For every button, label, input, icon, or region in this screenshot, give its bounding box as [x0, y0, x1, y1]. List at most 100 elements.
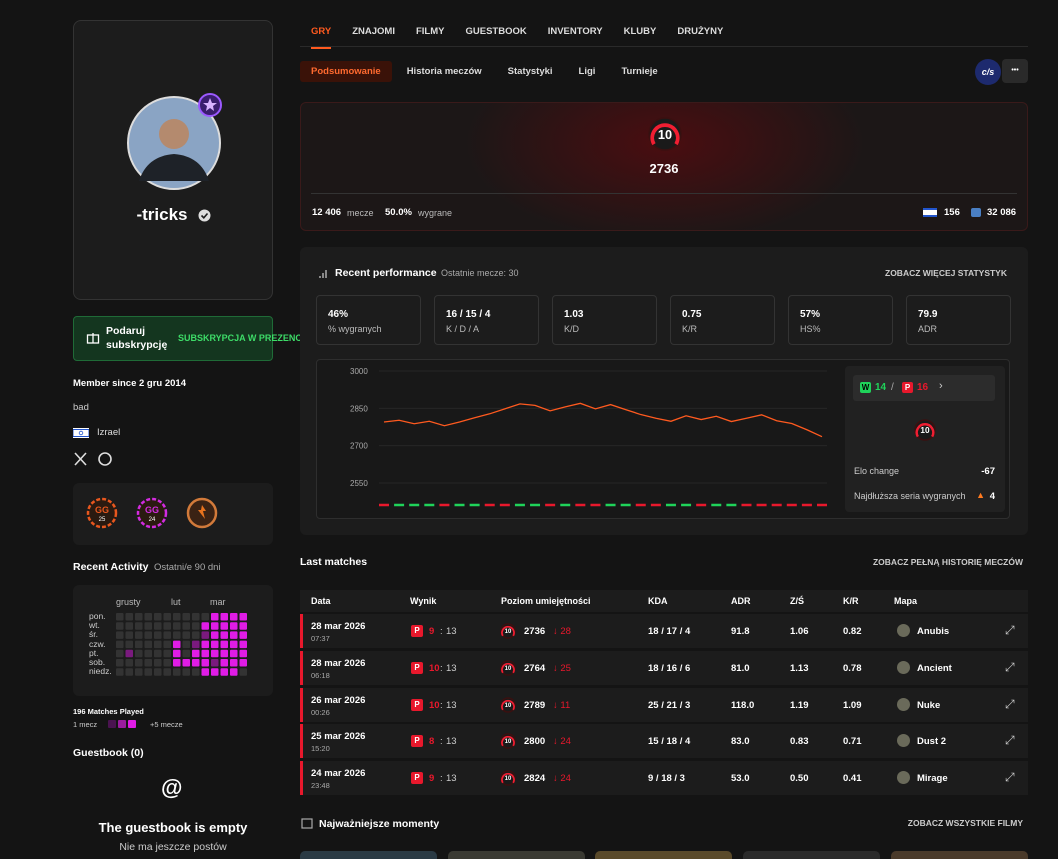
heatmap-cell: [192, 649, 200, 658]
heatmap-cell: [211, 613, 219, 621]
heatmap-cell: [230, 659, 238, 667]
matches-link[interactable]: ZOBACZ PEŁNĄ HISTORIĘ MECZÓW: [872, 557, 1023, 567]
match-row[interactable]: 26 mar 2026 00:26 P 10:13 10 2789 ↓ 11 25 / 21 …: [300, 687, 1028, 722]
elo-delta: ↓ 28: [553, 626, 571, 637]
tab[interactable]: GRY: [311, 26, 332, 49]
heatmap-cell: [135, 649, 143, 658]
expand-icon: ⤢: [1005, 623, 1015, 637]
steam-icon[interactable]: [98, 452, 112, 466]
map-icon: [897, 734, 910, 748]
heatmap-cell: [182, 659, 190, 667]
day-label: wt.: [89, 620, 100, 631]
avatar-body: [139, 154, 209, 181]
subtab[interactable]: Historia meczów: [406, 66, 482, 77]
level-arc: [501, 736, 515, 747]
subscribe-box: Podaruj subskrypcję SUBSKRYPCJA W PREZENC…: [73, 316, 300, 361]
subtab[interactable]: Podsumowanie: [300, 61, 392, 82]
badge-ring: [136, 497, 168, 529]
heatmap-cell: [211, 640, 219, 649]
rank-region: 32 086: [987, 207, 1017, 218]
more-button[interactable]: •••: [1002, 59, 1028, 83]
performance-card: Recent performance Ostatnie mecze: 30 ZOBA…: [300, 247, 1028, 535]
match-kr: 0.82: [843, 626, 862, 637]
winrate-label: wygrane: [418, 208, 453, 218]
cs-badge[interactable]: c/s: [975, 59, 1001, 85]
match-row[interactable]: 28 mar 2026 06:18 P 10:13 10 2764 ↓ 25 18 / 16 …: [300, 650, 1028, 685]
heatmap-cell: [163, 631, 171, 639]
video-thumb[interactable]: [595, 851, 732, 859]
stat-label: % wygranych: [328, 324, 382, 334]
video-thumb[interactable]: [300, 851, 437, 859]
tab[interactable]: INVENTORY: [547, 26, 603, 37]
region-icon: [971, 208, 981, 217]
tabs-divider: [300, 46, 1028, 47]
elo-change-label: Elo change: [854, 466, 900, 476]
day-label: pon.: [89, 611, 106, 621]
tab[interactable]: FILMY: [415, 26, 445, 37]
level-number: 10: [505, 666, 512, 672]
highlights-link[interactable]: ZOBACZ WSZYSTKIE FILMY: [907, 818, 1023, 828]
tab[interactable]: KLUBY: [623, 26, 657, 37]
match-elo: 2800: [524, 736, 546, 748]
level-number: 10: [505, 629, 512, 635]
heatmap-cell: [211, 622, 219, 630]
x-icon[interactable]: [74, 452, 87, 466]
tab[interactable]: DRUŻYNY: [677, 26, 724, 37]
level-icon: 10: [500, 696, 516, 713]
subscribe-gift[interactable]: SUBSKRYPCJA W PREZENCIE: [178, 333, 300, 343]
heatmap-cell: [125, 622, 133, 630]
tab[interactable]: GUESTBOOK: [465, 26, 527, 37]
heatmap-cell: [211, 668, 219, 676]
heatmap-cell: [173, 640, 181, 649]
match-row[interactable]: 24 mar 2026 23:48 P 9:13 10 2824 ↓ 24 9 / 18 / …: [300, 761, 1028, 796]
video-thumb[interactable]: [743, 851, 880, 859]
matches-count: 12 406: [312, 207, 342, 218]
result-badge: P: [411, 625, 423, 637]
heatmap-cell: [154, 622, 162, 630]
subtab[interactable]: Statystyki: [507, 66, 553, 77]
stat-box: 46% % wygranych: [316, 295, 421, 345]
heatmap-cell: [154, 668, 162, 676]
matches-label: mecze: [347, 208, 374, 218]
verified-bg: [198, 209, 211, 222]
stats-link[interactable]: ZOBACZ WIĘCEJ STATYSTYK: [885, 268, 1007, 278]
video-thumb[interactable]: [448, 851, 585, 859]
level-arc: [915, 423, 935, 438]
heatmap-cell: [182, 640, 190, 649]
subtab[interactable]: Turnieje: [621, 66, 658, 77]
y-tick-label: 3000: [350, 367, 368, 376]
tab[interactable]: ZNAJOMI: [352, 26, 395, 37]
heatmap-cell: [201, 668, 209, 676]
streak: 4: [989, 491, 995, 502]
match-row[interactable]: 28 mar 2026 07:37 P 9:13 10 2736 ↓ 28 18 / 17 /…: [300, 614, 1028, 648]
heatmap-cell: [144, 649, 152, 658]
subtab[interactable]: Ligi: [578, 66, 596, 77]
match-time: 07:37: [311, 634, 330, 643]
chevron: ›: [939, 380, 943, 392]
elo-delta: ↓ 24: [553, 773, 571, 785]
performance-subtitle: Ostatnie mecze: 30: [441, 268, 519, 278]
match-time: 23:48: [311, 781, 330, 791]
level-icon: 10: [500, 660, 516, 676]
match-row[interactable]: 25 mar 2026 15:20 P 8:13 10 2800 ↓ 24 15 / 18 /…: [300, 724, 1028, 759]
heatmap-cell: [163, 613, 171, 621]
member-since: Member since 2 gru 2014: [73, 378, 186, 389]
level-icon: 10: [500, 770, 516, 786]
heatmap-cell: [239, 668, 247, 676]
avatar: [127, 96, 221, 190]
match-kda: 18 / 16 / 6: [648, 662, 691, 674]
video-thumb[interactable]: [891, 851, 1028, 859]
heatmap-cell: [192, 631, 200, 639]
score-opp: 13: [446, 662, 457, 674]
verified-check: [200, 212, 209, 219]
heatmap-grid: [116, 613, 247, 676]
score-sep: :: [440, 662, 443, 674]
heatmap-cell: [182, 631, 190, 639]
stat-box: 16 / 15 / 4 K / D / A: [434, 295, 539, 345]
table-header: Data Wynik Poziom umiejętności KDA ADR Z/Ś K/R…: [300, 590, 1028, 612]
at-icon: @: [161, 775, 183, 800]
heatmap-cell: [201, 631, 209, 639]
summary-panel: W 14 / P 16 › 10 Elo change -67 Najdłuższa seria …: [845, 366, 1005, 512]
avatar-head: [159, 119, 189, 149]
stat-label: ADR: [918, 324, 938, 334]
